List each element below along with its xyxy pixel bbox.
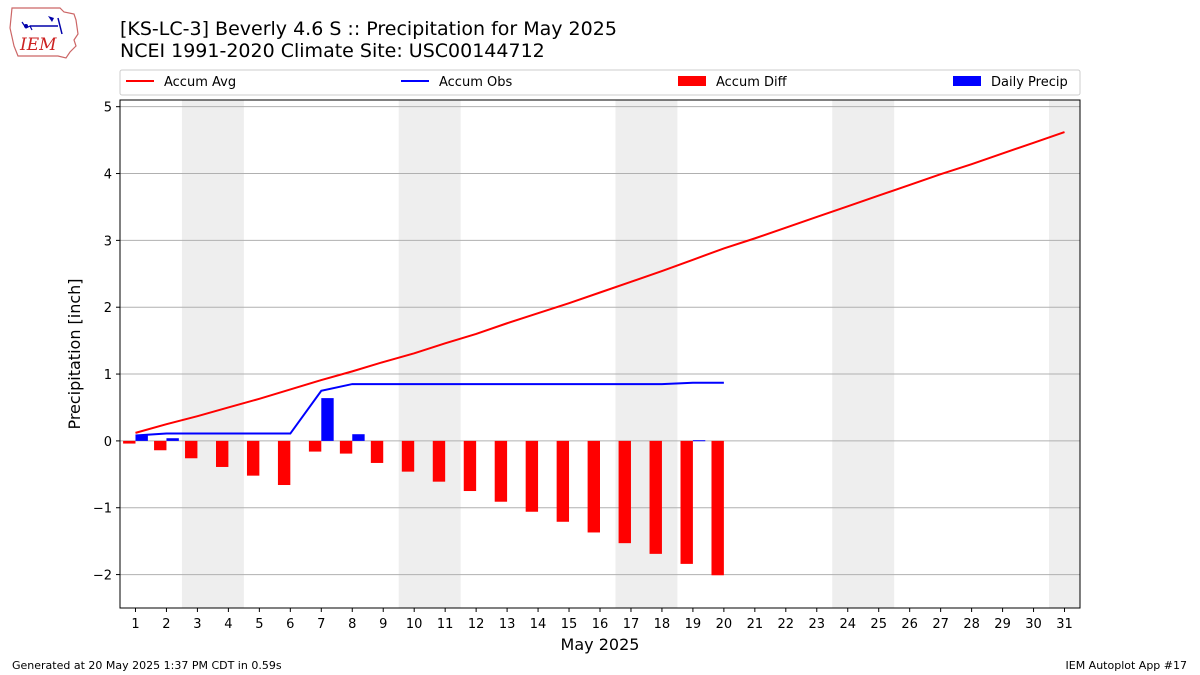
accum-diff-bar xyxy=(308,440,322,452)
daily-precip-bar xyxy=(135,435,148,441)
x-tick-label: 23 xyxy=(809,617,826,632)
x-tick-label: 4 xyxy=(224,617,232,632)
x-tick-label: 6 xyxy=(286,617,294,632)
legend-box xyxy=(119,69,1081,96)
accum-diff-bar xyxy=(123,440,136,444)
accum-diff-bar xyxy=(680,440,693,564)
x-tick-label: 19 xyxy=(685,617,702,632)
legend-label-accum-obs: Accum Obs xyxy=(439,75,512,90)
x-tick-label: 25 xyxy=(870,617,887,632)
y-tick-label: 4 xyxy=(104,168,112,183)
daily-precip-bar xyxy=(692,440,706,442)
legend-label-accum-avg: Accum Avg xyxy=(164,75,236,90)
y-tick-label: 5 xyxy=(104,101,112,116)
x-tick-label: 18 xyxy=(654,617,671,632)
accum-diff-bar xyxy=(587,440,600,533)
x-tick-label: 20 xyxy=(716,617,733,632)
y-tick-label: −1 xyxy=(93,502,112,517)
app-credit: IEM Autoplot App #17 xyxy=(1065,659,1188,672)
x-tick-label: 26 xyxy=(901,617,918,632)
x-tick-label: 24 xyxy=(839,617,856,632)
iem-logo: IEM xyxy=(8,6,82,60)
logo-text: IEM xyxy=(19,35,57,55)
weekend-band xyxy=(398,100,461,608)
chart-title: [KS-LC-3] Beverly 4.6 S :: Precipitation… xyxy=(120,18,617,40)
daily-precip-bar xyxy=(166,438,179,441)
accum-diff-bar xyxy=(370,440,384,463)
daily-precip-bar xyxy=(352,434,365,441)
accum-diff-bar xyxy=(216,440,229,467)
y-tick-label: 2 xyxy=(104,301,112,316)
x-tick-label: 16 xyxy=(592,617,609,632)
y-tick-label: 1 xyxy=(104,368,112,383)
accum-diff-bar xyxy=(277,440,291,486)
x-tick-label: 30 xyxy=(1025,617,1042,632)
weekend-band xyxy=(181,100,244,608)
legend-label-daily-precip: Daily Precip xyxy=(991,75,1068,90)
chart-subtitle: NCEI 1991-2020 Climate Site: USC00144712 xyxy=(120,40,545,62)
axes-frame xyxy=(119,99,1081,609)
x-tick-label: 14 xyxy=(530,617,547,632)
x-tick-label: 8 xyxy=(348,617,356,632)
accum-diff-bar xyxy=(154,440,167,451)
x-tick-label: 28 xyxy=(963,617,980,632)
accum-diff-bar xyxy=(339,440,353,454)
legend-swatch-accum-diff xyxy=(678,76,706,86)
x-tick-label: 9 xyxy=(379,617,387,632)
accum-diff-bar xyxy=(463,440,477,492)
accum-diff-bar xyxy=(494,440,508,502)
accum-diff-bar xyxy=(618,440,631,544)
accum-diff-bar xyxy=(525,440,539,512)
y-tick-label: −2 xyxy=(93,569,112,584)
accum-obs-line xyxy=(135,381,724,437)
x-tick-label: 12 xyxy=(468,617,485,632)
x-tick-label: 1 xyxy=(131,617,139,632)
accum-avg-line xyxy=(135,131,1065,434)
x-tick-label: 5 xyxy=(255,617,263,632)
daily-precip-bar xyxy=(321,398,334,441)
accum-diff-bar xyxy=(649,440,662,554)
x-tick-label: 2 xyxy=(162,617,170,632)
x-tick-label: 21 xyxy=(747,617,764,632)
y-tick-label: 3 xyxy=(104,234,112,249)
x-tick-label: 17 xyxy=(623,617,640,632)
x-tick-label: 27 xyxy=(932,617,949,632)
accum-diff-bar xyxy=(401,440,415,472)
x-tick-label: 7 xyxy=(317,617,325,632)
legend-label-accum-diff: Accum Diff xyxy=(716,75,788,90)
accum-diff-bar xyxy=(711,440,724,576)
x-tick-label: 3 xyxy=(193,617,201,632)
y-tick-label: 0 xyxy=(104,435,112,450)
accum-diff-bar xyxy=(185,440,198,459)
weekend-band xyxy=(832,100,895,608)
x-tick-label: 15 xyxy=(561,617,578,632)
accum-diff-bar xyxy=(246,440,260,476)
accum-diff-bar xyxy=(556,440,570,522)
weekend-band xyxy=(1049,100,1080,608)
x-axis-label: May 2025 xyxy=(561,635,640,654)
generated-timestamp: Generated at 20 May 2025 1:37 PM CDT in … xyxy=(12,659,282,672)
accum-diff-bar xyxy=(432,440,446,482)
x-tick-label: 31 xyxy=(1056,617,1073,632)
x-tick-label: 22 xyxy=(778,617,795,632)
y-axis-label: Precipitation [inch] xyxy=(65,278,84,429)
x-tick-label: 10 xyxy=(406,617,423,632)
legend-swatch-daily-precip xyxy=(953,76,981,86)
x-tick-label: 13 xyxy=(499,617,516,632)
x-tick-label: 29 xyxy=(994,617,1011,632)
x-tick-label: 11 xyxy=(437,617,454,632)
